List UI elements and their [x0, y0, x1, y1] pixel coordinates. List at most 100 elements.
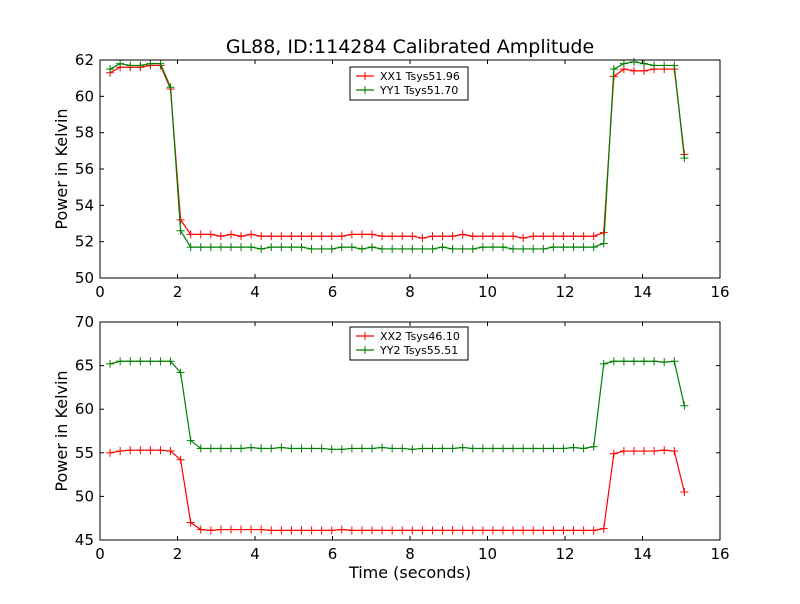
data-point: [468, 232, 477, 241]
x-tick-label: 4: [250, 283, 260, 301]
y-tick-label: 62: [75, 51, 94, 69]
top-panel: 0 2 4 6 8 10 12 14 16 50 52 54 56 58 60 62 Power in Kelv…: [52, 51, 730, 301]
data-point: [257, 244, 266, 253]
data-point: [257, 444, 266, 453]
data-point: [519, 234, 528, 243]
data-point: [488, 232, 497, 241]
data-point: [539, 244, 548, 253]
series-line: [109, 360, 685, 450]
data-point: [327, 526, 336, 535]
legend-box: [349, 326, 469, 361]
data-point: [579, 526, 588, 535]
data-point: [549, 243, 558, 252]
data-point: [468, 526, 477, 535]
data-point: [428, 444, 437, 453]
data-point: [650, 61, 659, 70]
y-tick-label: 70: [75, 313, 94, 331]
data-point: [559, 444, 568, 453]
data-point: [539, 232, 548, 241]
y-tick-label: 65: [75, 357, 94, 375]
data-point: [448, 232, 457, 241]
data-point: [408, 232, 417, 241]
data-point: [569, 443, 578, 452]
legend-box: [349, 66, 469, 101]
data-point: [569, 243, 578, 252]
data-point: [579, 232, 588, 241]
x-axis-label: Time (seconds): [348, 563, 471, 582]
y-tick-label: 55: [75, 444, 94, 462]
data-point: [357, 526, 366, 535]
data-point: [186, 243, 195, 252]
data-point: [418, 244, 427, 253]
data-point: [629, 447, 638, 456]
data-point: [609, 65, 618, 74]
data-point: [368, 230, 377, 239]
data-point: [277, 526, 286, 535]
legend-item: YY2 Tsys55.51: [356, 344, 458, 357]
data-point: [337, 232, 346, 241]
data-point: [660, 446, 669, 455]
data-point: [640, 59, 649, 68]
data-point: [609, 449, 618, 458]
data-point: [287, 444, 296, 453]
data-point: [458, 526, 467, 535]
data-point: [579, 444, 588, 453]
data-point: [539, 526, 548, 535]
data-point: [378, 443, 387, 452]
data-point: [680, 154, 689, 163]
data-point: [378, 526, 387, 535]
data-point: [317, 444, 326, 453]
x-tick-label: 14: [633, 283, 652, 301]
x-tick-label: 12: [555, 283, 574, 301]
data-point: [660, 61, 669, 70]
data-point: [146, 446, 155, 455]
data-point: [579, 243, 588, 252]
data-point: [629, 66, 638, 75]
data-point: [478, 232, 487, 241]
data-point: [589, 442, 598, 451]
data-point: [509, 232, 518, 241]
x-tick-label: 4: [250, 545, 260, 563]
legend-label: YY1 Tsys51.70: [379, 84, 458, 97]
data-point: [317, 232, 326, 241]
data-point: [277, 243, 286, 252]
data-point: [438, 243, 447, 252]
data-point: [418, 444, 427, 453]
data-point: [307, 244, 316, 253]
data-point: [529, 244, 538, 253]
data-point: [166, 83, 175, 92]
data-point: [589, 243, 598, 252]
data-point: [599, 524, 608, 533]
y-tick-label: 45: [75, 531, 94, 549]
data-point: [458, 443, 467, 452]
data-point: [519, 444, 528, 453]
data-point: [428, 526, 437, 535]
data-point: [347, 230, 356, 239]
data-point: [398, 244, 407, 253]
data-point: [136, 357, 145, 366]
data-point: [680, 401, 689, 410]
data-point: [640, 447, 649, 456]
data-point: [206, 526, 215, 535]
x-tick-label: 2: [173, 545, 183, 563]
data-point: [327, 232, 336, 241]
data-point: [589, 526, 598, 535]
data-point: [529, 444, 538, 453]
data-point: [519, 526, 528, 535]
data-point: [146, 357, 155, 366]
data-point: [529, 232, 538, 241]
x-tick-label: 0: [95, 283, 105, 301]
data-point: [196, 243, 205, 252]
data-point: [499, 243, 507, 252]
data-point: [499, 526, 507, 535]
x-tick-label: 14: [633, 545, 652, 563]
data-point: [226, 243, 235, 252]
data-point: [216, 232, 225, 241]
data-point: [549, 526, 558, 535]
data-point: [337, 243, 346, 252]
data-point: [468, 244, 477, 253]
data-point: [388, 244, 397, 253]
data-point: [408, 244, 417, 253]
